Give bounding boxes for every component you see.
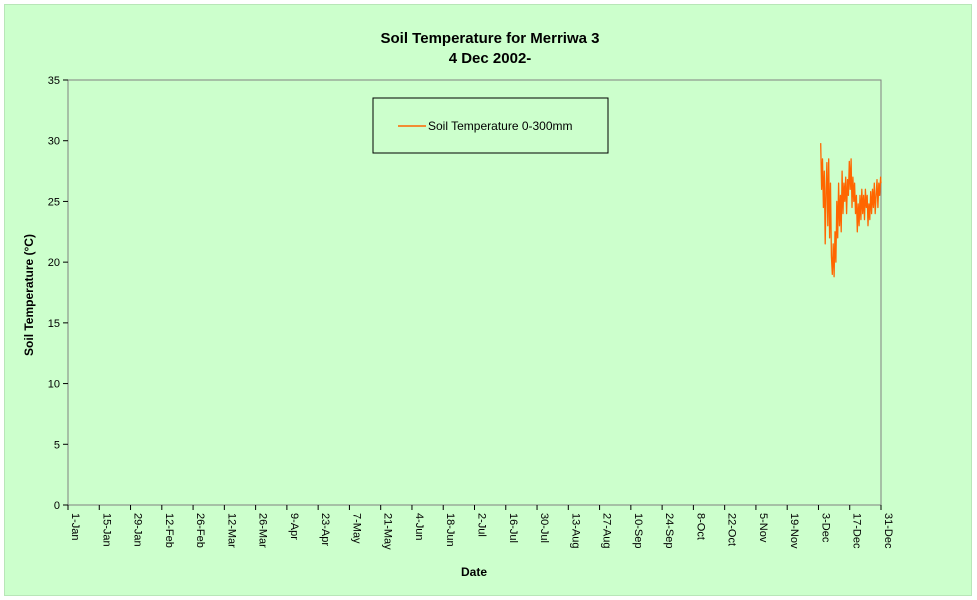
x-tick-label: 1-Jan [69,513,81,541]
x-tick-label: 27-Aug [601,513,613,548]
x-axis: 1-Jan 15-Jan 29-Jan 12-Feb 26-Feb 12-Mar 26-Ma… [67,505,894,550]
x-tick-label: 19-Nov [788,513,800,549]
x-tick-label: 12-Mar [225,513,237,548]
x-tick-label: 3-Dec [819,513,831,543]
y-tick-label: 20 [48,257,60,269]
y-axis: 0 5 10 15 20 25 30 35 [48,75,68,512]
x-tick-label: 9-Apr [288,513,300,540]
x-tick-label: 2-Jul [476,513,488,537]
x-tick-label: 31-Dec [882,513,894,549]
x-tick-label: 8-Oct [694,513,706,540]
x-tick-label: 30-Jul [538,513,550,543]
x-tick-label: 12-Feb [163,513,175,548]
y-axis-title: Soil Temperature (°C) [22,234,36,356]
x-tick-label: 17-Dec [851,513,863,549]
chart-title-line-2: 4 Dec 2002- [449,50,532,67]
chart-area: Soil Temperature for Merriwa 3 4 Dec 200… [4,4,972,596]
x-tick-label: 4-Jun [413,513,425,541]
soil-temperature-chart: Soil Temperature for Merriwa 3 4 Dec 200… [22,30,894,579]
legend: Soil Temperature 0-300mm [372,97,609,154]
x-tick-label: 13-Aug [569,513,581,548]
x-tick-label: 21-May [382,513,394,550]
x-tick-label: 5-Nov [757,513,769,543]
x-tick-label: 10-Sep [632,513,644,548]
y-tick-label: 25 [48,196,60,208]
x-tick-label: 7-May [350,513,362,544]
x-tick-label: 22-Oct [726,513,738,546]
x-tick-label: 29-Jan [132,513,144,547]
y-tick-label: 15 [48,318,60,330]
y-tick-label: 0 [54,500,60,512]
x-tick-label: 16-Jul [507,513,519,543]
series-line-soil-temperature [820,143,882,278]
y-tick-label: 30 [48,136,60,148]
y-tick-label: 35 [48,75,60,87]
x-tick-label: 23-Apr [319,513,331,546]
x-tick-label: 15-Jan [100,513,112,547]
y-tick-label: 10 [48,379,60,391]
y-tick-label: 5 [54,439,60,451]
x-tick-label: 18-Jun [444,513,456,547]
x-axis-title: Date [461,565,487,579]
x-tick-label: 26-Mar [257,513,269,548]
legend-label: Soil Temperature 0-300mm [428,119,573,133]
x-tick-label: 24-Sep [663,513,675,548]
x-tick-label: 26-Feb [194,513,206,548]
chart-title-line-1: Soil Temperature for Merriwa 3 [381,30,600,47]
